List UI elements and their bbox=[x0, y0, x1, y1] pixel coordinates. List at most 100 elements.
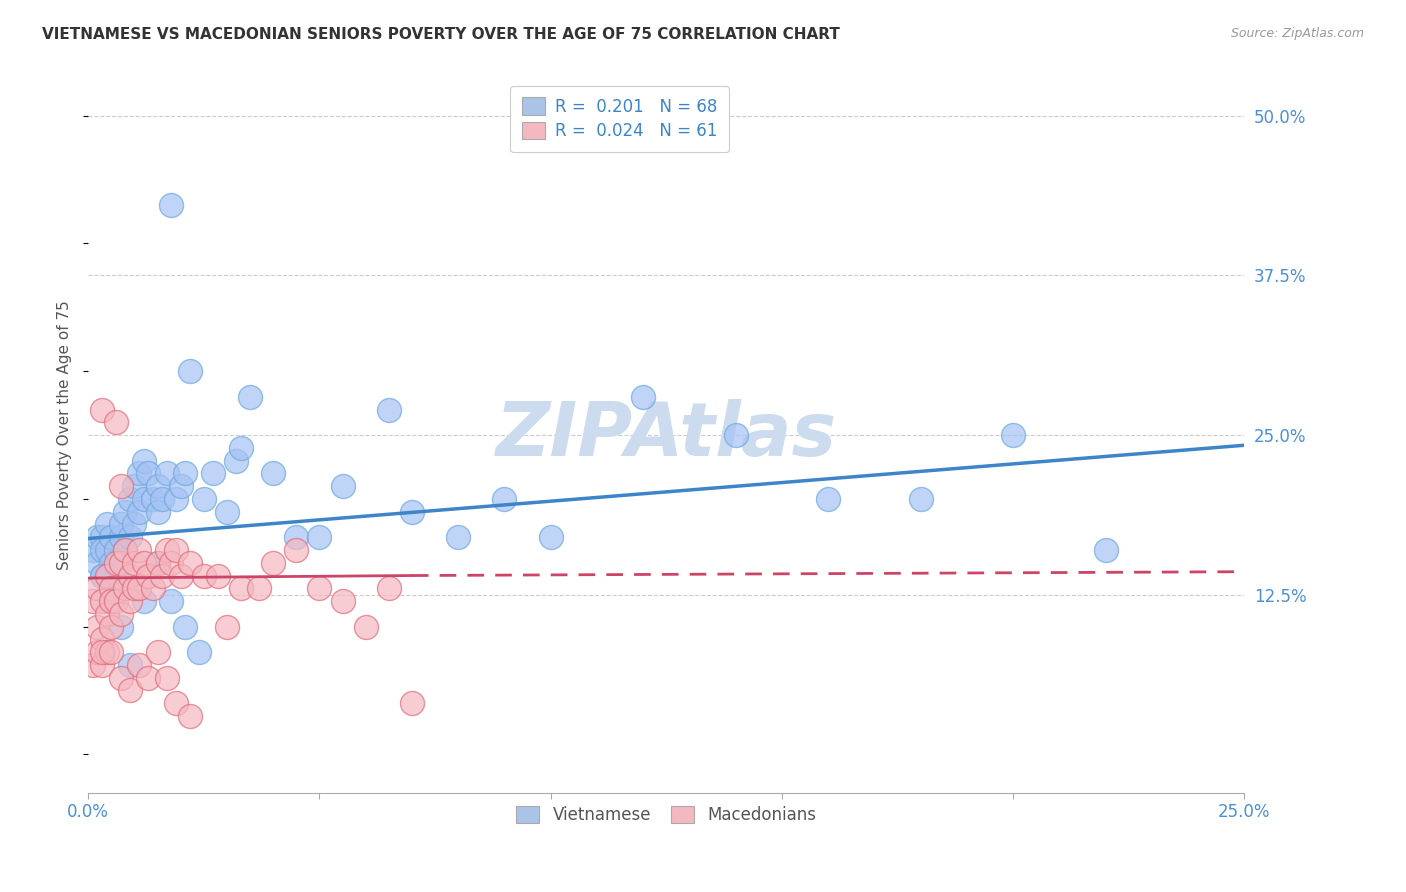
Point bbox=[114, 543, 136, 558]
Point bbox=[128, 543, 150, 558]
Point bbox=[160, 556, 183, 570]
Point bbox=[247, 582, 270, 596]
Point bbox=[377, 582, 399, 596]
Point bbox=[118, 491, 141, 506]
Point bbox=[239, 390, 262, 404]
Point bbox=[332, 479, 354, 493]
Point bbox=[124, 556, 146, 570]
Point bbox=[229, 441, 252, 455]
Point bbox=[262, 467, 284, 481]
Point bbox=[91, 402, 114, 417]
Point bbox=[91, 543, 114, 558]
Point bbox=[86, 556, 108, 570]
Point bbox=[128, 657, 150, 672]
Point bbox=[96, 543, 118, 558]
Point bbox=[114, 582, 136, 596]
Legend: Vietnamese, Macedonians: Vietnamese, Macedonians bbox=[506, 797, 827, 834]
Point bbox=[332, 594, 354, 608]
Point bbox=[229, 582, 252, 596]
Point bbox=[86, 582, 108, 596]
Point bbox=[114, 505, 136, 519]
Point bbox=[132, 556, 155, 570]
Point bbox=[215, 505, 238, 519]
Point bbox=[540, 530, 562, 544]
Point bbox=[136, 467, 159, 481]
Point bbox=[207, 568, 229, 582]
Point bbox=[179, 556, 201, 570]
Point bbox=[91, 568, 114, 582]
Point bbox=[82, 657, 104, 672]
Point bbox=[114, 543, 136, 558]
Point bbox=[91, 530, 114, 544]
Point bbox=[104, 568, 127, 582]
Point bbox=[193, 491, 215, 506]
Point bbox=[110, 479, 132, 493]
Point bbox=[82, 543, 104, 558]
Point bbox=[142, 582, 165, 596]
Point bbox=[724, 428, 747, 442]
Point bbox=[156, 671, 179, 685]
Point bbox=[118, 594, 141, 608]
Point bbox=[86, 530, 108, 544]
Point bbox=[1094, 543, 1116, 558]
Point bbox=[100, 582, 122, 596]
Point bbox=[118, 657, 141, 672]
Point bbox=[118, 683, 141, 698]
Point bbox=[110, 671, 132, 685]
Point bbox=[96, 517, 118, 532]
Point bbox=[285, 543, 308, 558]
Point bbox=[91, 568, 114, 582]
Point bbox=[100, 530, 122, 544]
Point bbox=[91, 594, 114, 608]
Text: Source: ZipAtlas.com: Source: ZipAtlas.com bbox=[1230, 27, 1364, 40]
Point bbox=[132, 594, 155, 608]
Point bbox=[401, 505, 423, 519]
Point bbox=[285, 530, 308, 544]
Point bbox=[146, 645, 169, 659]
Point bbox=[225, 453, 247, 467]
Point bbox=[169, 479, 191, 493]
Point bbox=[136, 671, 159, 685]
Point bbox=[156, 467, 179, 481]
Point bbox=[86, 619, 108, 633]
Point bbox=[146, 556, 169, 570]
Point bbox=[91, 657, 114, 672]
Point bbox=[96, 568, 118, 582]
Point bbox=[377, 402, 399, 417]
Point bbox=[146, 479, 169, 493]
Point bbox=[142, 491, 165, 506]
Point bbox=[124, 517, 146, 532]
Point bbox=[165, 696, 187, 710]
Point bbox=[150, 491, 173, 506]
Text: VIETNAMESE VS MACEDONIAN SENIORS POVERTY OVER THE AGE OF 75 CORRELATION CHART: VIETNAMESE VS MACEDONIAN SENIORS POVERTY… bbox=[42, 27, 839, 42]
Point bbox=[100, 594, 122, 608]
Point bbox=[100, 619, 122, 633]
Point bbox=[96, 607, 118, 621]
Point bbox=[146, 505, 169, 519]
Point bbox=[128, 467, 150, 481]
Point bbox=[118, 568, 141, 582]
Point bbox=[193, 568, 215, 582]
Point bbox=[86, 645, 108, 659]
Point bbox=[110, 530, 132, 544]
Point bbox=[100, 594, 122, 608]
Point bbox=[136, 568, 159, 582]
Point bbox=[132, 491, 155, 506]
Point bbox=[100, 556, 122, 570]
Point bbox=[104, 556, 127, 570]
Point bbox=[110, 619, 132, 633]
Point bbox=[82, 594, 104, 608]
Point bbox=[169, 568, 191, 582]
Point bbox=[631, 390, 654, 404]
Point bbox=[308, 530, 330, 544]
Point bbox=[447, 530, 470, 544]
Point bbox=[179, 709, 201, 723]
Point bbox=[165, 491, 187, 506]
Point bbox=[354, 619, 377, 633]
Point bbox=[110, 556, 132, 570]
Point bbox=[96, 568, 118, 582]
Point bbox=[262, 556, 284, 570]
Point bbox=[160, 198, 183, 212]
Point bbox=[202, 467, 225, 481]
Point bbox=[150, 568, 173, 582]
